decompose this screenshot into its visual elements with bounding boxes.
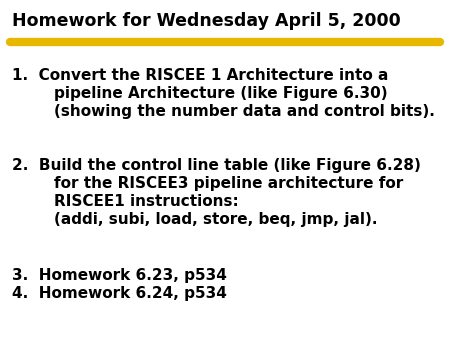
Text: (showing the number data and control bits).: (showing the number data and control bit… [12, 104, 435, 119]
Text: 4.  Homework 6.24, p534: 4. Homework 6.24, p534 [12, 286, 227, 301]
Text: Homework for Wednesday April 5, 2000: Homework for Wednesday April 5, 2000 [12, 12, 401, 30]
Text: 1.  Convert the RISCEE 1 Architecture into a: 1. Convert the RISCEE 1 Architecture int… [12, 68, 388, 83]
Text: 3.  Homework 6.23, p534: 3. Homework 6.23, p534 [12, 268, 227, 283]
Text: pipeline Architecture (like Figure 6.30): pipeline Architecture (like Figure 6.30) [12, 86, 387, 101]
Text: for the RISCEE3 pipeline architecture for: for the RISCEE3 pipeline architecture fo… [12, 176, 403, 191]
Text: RISCEE1 instructions:: RISCEE1 instructions: [12, 194, 239, 209]
Text: (addi, subi, load, store, beq, jmp, jal).: (addi, subi, load, store, beq, jmp, jal)… [12, 212, 378, 227]
Text: 2.  Build the control line table (like Figure 6.28): 2. Build the control line table (like Fi… [12, 158, 421, 173]
